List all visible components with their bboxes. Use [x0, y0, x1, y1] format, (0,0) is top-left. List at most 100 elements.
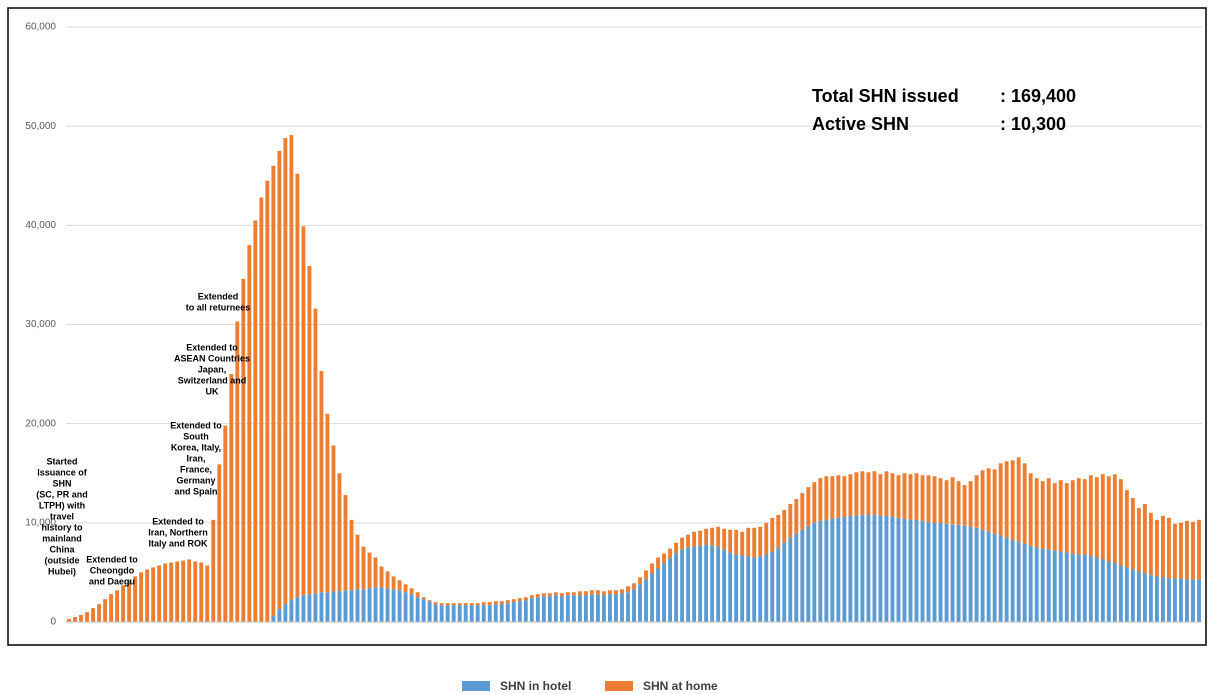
summary-label: Active SHN [812, 114, 909, 134]
bar-segment [307, 594, 312, 622]
bar-segment [349, 519, 354, 591]
bar-segment [782, 542, 787, 622]
legend-label: SHN at home [643, 679, 718, 693]
bar-segment [692, 531, 697, 547]
bar-segment [938, 522, 943, 622]
bar-segment [998, 535, 1003, 622]
bar-segment [505, 603, 510, 622]
bar-segment [614, 590, 618, 595]
y-tick-label: 60,000 [25, 22, 56, 33]
summary-value: : 169,400 [1000, 86, 1076, 106]
bar-segment [758, 556, 763, 622]
bar-segment [824, 476, 829, 520]
annotation: South [183, 431, 209, 441]
bar-segment [644, 570, 648, 580]
annotation: Germany [176, 475, 215, 485]
bar-segment [698, 545, 703, 622]
bar-segment [523, 597, 528, 601]
y-tick-label: 20,000 [25, 418, 56, 429]
bar-segment [337, 591, 342, 622]
bar-segment [1148, 512, 1153, 576]
bar-segment [974, 527, 979, 622]
bar-segment [728, 529, 733, 553]
annotation: Iran, [186, 453, 205, 463]
annotation: Cheongdo [90, 565, 135, 575]
bar-segment [926, 521, 931, 622]
annotation: Started [46, 456, 77, 466]
bar-segment [1070, 553, 1075, 622]
bar-segment [686, 547, 691, 622]
annotation: Extended to [86, 554, 138, 564]
bar-segment [602, 591, 606, 596]
bar-segment [1173, 578, 1177, 622]
bar-segment [289, 600, 294, 622]
bar-segment [920, 475, 925, 521]
bar-segment [409, 588, 414, 595]
bar-segment [794, 499, 799, 534]
bar-segment [1136, 571, 1141, 622]
bar-segment [133, 576, 138, 622]
annotation: France, [180, 464, 212, 474]
bar-segment [295, 173, 300, 598]
annotation: China [49, 544, 75, 554]
annotation: (outside [45, 555, 80, 565]
bar-segment [181, 560, 186, 622]
bar-segment [469, 603, 474, 606]
bar-segment [788, 537, 793, 622]
bar-segment [1046, 549, 1051, 622]
annotation: and Daegu [89, 576, 135, 586]
bar-segment [127, 580, 132, 622]
annotation: Extended to [152, 516, 204, 526]
bar-segment [1124, 567, 1129, 622]
bar-segment [457, 603, 462, 606]
bar-segment [926, 475, 931, 522]
bar-segment [121, 585, 126, 622]
bar-segment [626, 586, 630, 593]
bar-segment [481, 602, 486, 606]
bar-segment [812, 522, 817, 622]
bar-segment [97, 604, 101, 622]
bar-segment [806, 525, 811, 622]
bar-segment [109, 594, 114, 622]
bar-segment [1112, 563, 1117, 622]
bar-segment [980, 470, 985, 530]
bar-segment [403, 592, 408, 622]
y-tick-label: 0 [50, 617, 56, 628]
bar-segment [632, 583, 636, 590]
bar-segment [529, 598, 534, 622]
bar-segment [836, 517, 841, 622]
bar-segment [932, 522, 937, 622]
bar-segment [656, 568, 660, 622]
bar-segment [331, 591, 336, 622]
bar-segment [421, 597, 426, 600]
bar-segment [1022, 543, 1027, 622]
bar-segment [319, 371, 324, 593]
bar-segment [1148, 575, 1153, 622]
bar-segment [1022, 463, 1027, 544]
bar-segment [523, 600, 528, 622]
bar-segment [229, 374, 234, 622]
bar-segment [571, 592, 576, 596]
bar-segment [1136, 507, 1141, 572]
bar-segment [85, 612, 89, 622]
bar-segment [1058, 551, 1063, 622]
bar-segment [391, 589, 396, 622]
bar-segment [445, 603, 450, 606]
bar-segment [890, 473, 895, 517]
bar-segment [602, 595, 606, 622]
bar-segment [391, 576, 396, 590]
bar-segment [674, 553, 678, 622]
bar-segment [860, 471, 865, 515]
bar-segment [1088, 475, 1093, 556]
bar-segment [854, 472, 859, 516]
bar-segment [986, 531, 991, 622]
bar-segment [1185, 520, 1189, 580]
bar-segment [728, 552, 733, 622]
bar-segment [547, 596, 552, 622]
bar-segment [620, 589, 624, 594]
bar-segment [740, 531, 745, 556]
bar-segment [115, 590, 120, 622]
annotation: ASEAN Countries [174, 353, 250, 363]
bar-segment [626, 592, 630, 622]
